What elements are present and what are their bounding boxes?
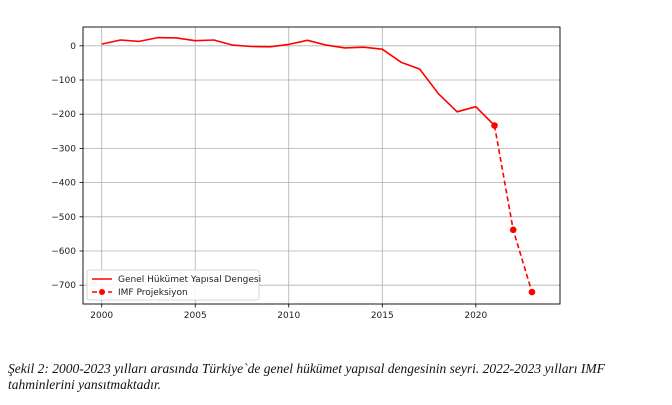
plot-frame [82,26,561,305]
series-layer [101,36,536,296]
x-tick-label: 2005 [184,311,207,321]
x-tick-label: 2000 [90,311,113,321]
y-tick-label: −200 [51,110,76,120]
figure-caption: Şekil 2: 2000-2023 yılları arasında Türk… [8,361,605,392]
line-chart: 2000 2005 2010 2015 2020 0 −100 −200 −300 −400 −50… [51,26,561,321]
x-tick-label: 2015 [371,311,394,321]
chart-figure: 2000 2005 2010 2015 2020 0 −100 −200 −300 −400 −50… [51,26,561,321]
series-point [491,122,498,129]
legend-swatch-marker [99,289,105,295]
y-tick-label: −100 [51,76,76,86]
series-point [509,226,517,234]
x-tick-label: 2020 [464,311,487,321]
y-tick-label: −600 [51,247,76,257]
series-line-1 [101,36,496,127]
grid-layer [83,27,560,304]
y-tick-label: −500 [51,213,76,223]
y-tick-label: −400 [51,179,76,189]
series-line-2 [493,125,533,293]
y-tick-label: 0 [70,42,76,52]
series-point [528,288,536,296]
y-tick-label: −300 [51,144,76,154]
legend-label: Genel Hükümet Yapısal Dengesi [118,275,261,285]
legend-label: IMF Projeksiyon [118,288,188,298]
legend-box [86,269,260,301]
tick-layer: 2000 2005 2010 2015 2020 0 −100 −200 −300 −400 −50… [51,42,487,321]
x-tick-label: 2010 [277,311,300,321]
legend: Genel Hükümet Yapısal Dengesi IMF Projeks… [86,269,261,301]
y-tick-label: −700 [51,281,76,291]
